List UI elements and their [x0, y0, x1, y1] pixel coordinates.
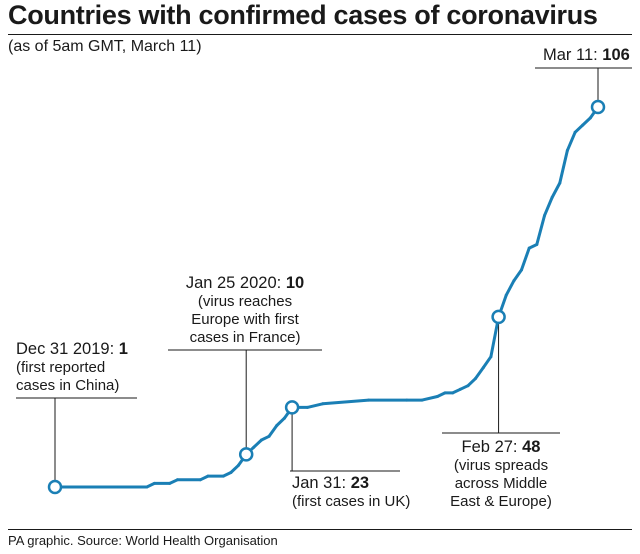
- data-point: [175, 478, 179, 482]
- chart-subtitle: (as of 5am GMT, March 11): [8, 38, 202, 55]
- annotation-jan31-value: 23: [350, 474, 370, 492]
- data-point: [84, 485, 88, 489]
- data-point: [581, 123, 585, 127]
- data-point: [321, 402, 325, 406]
- title-divider: [8, 34, 632, 35]
- data-point: [114, 485, 118, 489]
- annotation-leaders: [16, 67, 632, 487]
- data-point: [198, 478, 202, 482]
- annotation-feb27-note-1: (virus spreads: [453, 457, 549, 474]
- chart-title: Countries with confirmed cases of corona…: [8, 0, 598, 30]
- data-point: [550, 196, 554, 199]
- data-point: [489, 355, 493, 359]
- data-point: [145, 485, 149, 489]
- data-point: [512, 279, 516, 283]
- data-point: [573, 130, 577, 134]
- data-point: [558, 181, 562, 185]
- annotation-jan25-label: Jan 25 2020:: [185, 274, 286, 292]
- data-point: [588, 116, 592, 120]
- data-point: [451, 391, 455, 395]
- data-point: [535, 243, 539, 246]
- data-point: [466, 384, 470, 388]
- data-point: [305, 405, 309, 409]
- annotation-dec31-label: Dec 31 2019:: [16, 340, 119, 358]
- annotation-feb27-note-2: across Middle: [454, 475, 548, 492]
- annotation-jan25-note-3: cases in France): [189, 329, 301, 346]
- series-line-group: [53, 105, 600, 489]
- highlight-marker: [590, 99, 606, 115]
- annotation-jan25-value: 10: [285, 274, 305, 292]
- data-point: [229, 471, 233, 474]
- annotation-jan25: Jan 25 2020: 10 (virus reaches Europe wi…: [168, 274, 322, 347]
- data-point: [435, 395, 439, 398]
- data-point: [252, 445, 256, 449]
- highlight-marker: [491, 309, 506, 325]
- annotation-mar11-label: Mar 11:: [543, 46, 603, 64]
- data-point: [474, 376, 478, 380]
- data-point: [206, 474, 210, 478]
- data-point: [443, 391, 447, 395]
- highlight-marker: [284, 400, 300, 415]
- annotation-feb27-value: 48: [522, 438, 541, 456]
- annotation-feb27-label: Feb 27:: [461, 438, 523, 456]
- source-note: PA graphic. Source: World Health Organis…: [8, 533, 278, 548]
- annotation-jan25-note-2: Europe with first: [191, 311, 299, 328]
- data-point: [520, 268, 523, 272]
- annotation-jan25-note-1: (virus reaches: [197, 293, 293, 310]
- annotation-jan31-note-1: (first cases in UK): [292, 493, 411, 510]
- data-point: [420, 398, 424, 402]
- data-point: [282, 416, 286, 420]
- annotation-mar11: Mar 11: 106: [543, 46, 630, 65]
- annotation-jan31-label: Jan 31:: [292, 474, 351, 492]
- series-line: [53, 105, 600, 489]
- data-point: [221, 474, 225, 478]
- annotation-mar11-value: 106: [602, 46, 630, 64]
- annotation-feb27: Feb 27: 48 (virus spreads across Middle …: [442, 438, 560, 511]
- annotation-jan31: Jan 31: 23 (first cases in UK): [292, 474, 410, 511]
- data-point: [458, 387, 462, 391]
- data-point: [168, 481, 172, 485]
- data-point: [152, 481, 156, 485]
- data-point: [237, 463, 240, 467]
- highlight-marker: [238, 447, 254, 462]
- data-point: [367, 398, 371, 402]
- data-point: [481, 366, 485, 370]
- data-point: [543, 214, 546, 218]
- annotation-dec31-note-1: (first reported: [16, 359, 106, 376]
- highlight-marker: [47, 479, 63, 495]
- annotation-dec31-note-2: cases in China): [16, 377, 120, 394]
- data-point: [405, 398, 409, 402]
- annotation-dec31: Dec 31 2019: 1 (first reported cases in …: [16, 340, 128, 395]
- data-point: [565, 148, 569, 152]
- annotation-feb27-note-3: East & Europe): [450, 493, 552, 510]
- data-point: [527, 246, 531, 250]
- data-point: [260, 438, 263, 442]
- data-point: [504, 293, 508, 297]
- data-point: [267, 434, 271, 438]
- annotation-dec31-value: 1: [118, 340, 128, 358]
- data-point: [275, 424, 279, 427]
- highlight-markers: [47, 99, 606, 495]
- footer-divider: [8, 529, 632, 530]
